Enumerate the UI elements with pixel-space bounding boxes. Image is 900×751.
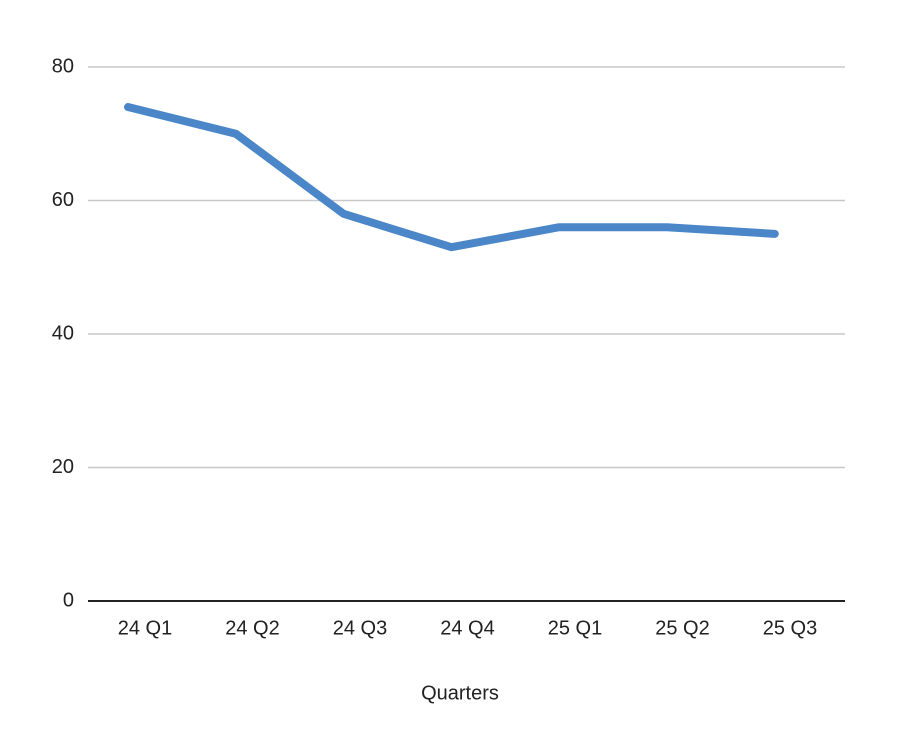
x-tick-label: 25 Q2: [655, 617, 709, 639]
y-tick-label: 80: [52, 55, 74, 77]
y-tick-label: 60: [52, 189, 74, 211]
y-tick-label: 40: [52, 322, 74, 344]
y-tick-label: 0: [63, 589, 74, 611]
x-tick-label: 24 Q4: [440, 617, 494, 639]
x-tick-label: 24 Q1: [118, 617, 172, 639]
x-tick-label: 24 Q3: [333, 617, 387, 639]
y-tick-label: 20: [52, 456, 74, 478]
x-tick-label: 25 Q1: [548, 617, 602, 639]
x-tick-label: 25 Q3: [763, 617, 817, 639]
x-tick-label: 24 Q2: [225, 617, 279, 639]
x-axis-title: Quarters: [421, 682, 499, 704]
line-series: [124, 103, 779, 252]
